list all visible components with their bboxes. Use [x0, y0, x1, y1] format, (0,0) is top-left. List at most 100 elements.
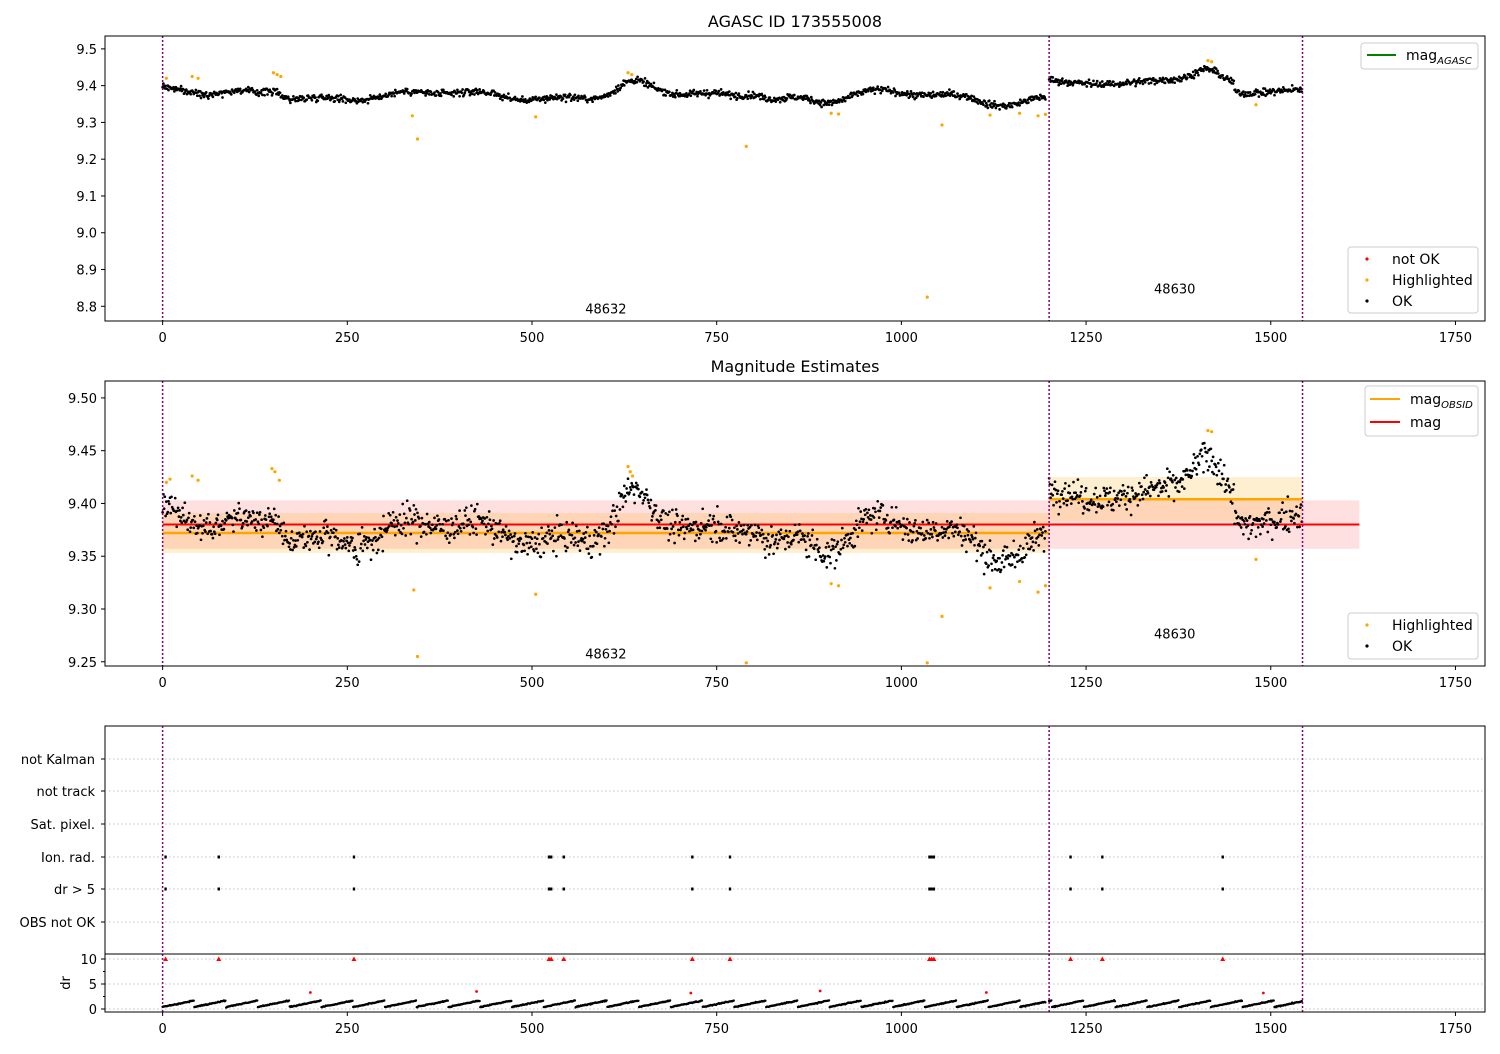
ok-point: [755, 531, 758, 534]
ok-point: [643, 496, 647, 500]
ok-point: [719, 88, 723, 91]
ok-point: [1263, 87, 1267, 90]
x-tick-label: 1500: [1254, 1022, 1287, 1037]
highlighted-point: [836, 584, 841, 588]
ok-point: [757, 94, 761, 98]
ok-point: [1138, 498, 1142, 502]
ok-point: [237, 501, 241, 505]
ok-point: [493, 91, 497, 94]
ok-point: [704, 525, 708, 529]
ok-point: [1166, 476, 1170, 480]
ok-point: [1048, 482, 1052, 486]
x-tick-label: 0: [158, 676, 166, 691]
ok-point: [990, 569, 994, 572]
dr-y-tick-label: 0: [89, 1003, 97, 1018]
ok-point: [734, 91, 738, 95]
ok-point: [305, 98, 309, 102]
ok-point: [784, 547, 787, 551]
ok-point: [993, 567, 997, 571]
ok-point: [486, 529, 490, 533]
ok-point: [866, 511, 869, 515]
dr-ylabel: dr: [59, 976, 74, 990]
ok-point: [736, 96, 739, 100]
ok-point: [345, 539, 348, 543]
ok-point: [1197, 73, 1200, 77]
flag-event: [1221, 855, 1224, 859]
ok-point: [258, 513, 261, 516]
ok-point: [1074, 491, 1078, 495]
ok-point: [592, 534, 596, 537]
ok-point: [878, 509, 882, 513]
ok-point: [572, 98, 576, 101]
ok-point: [741, 532, 744, 536]
ok-point: [348, 544, 351, 547]
ok-point: [453, 536, 456, 540]
ok-point: [990, 562, 993, 566]
ok-point: [945, 520, 949, 523]
ok-point: [371, 539, 374, 542]
ok-point: [648, 506, 652, 510]
ok-point: [761, 540, 764, 544]
dr-clipped-marker: [931, 956, 937, 961]
ok-point: [964, 538, 968, 541]
ok-point: [405, 499, 409, 503]
ok-point: [397, 528, 401, 532]
ok-point: [570, 533, 574, 537]
ok-point: [201, 531, 204, 535]
dr-point: [478, 999, 481, 1003]
ok-point: [515, 544, 518, 548]
ok-point: [306, 540, 309, 544]
ok-point: [314, 96, 317, 99]
ok-point: [1003, 545, 1007, 548]
ok-point: [878, 88, 882, 92]
ok-point: [543, 95, 546, 99]
ok-point: [473, 507, 477, 511]
ok-point: [772, 96, 776, 100]
ok-point: [1237, 89, 1241, 93]
ok-point: [978, 544, 982, 548]
ok-point: [475, 89, 479, 92]
ok-point: [1016, 553, 1020, 557]
ok-point: [1066, 499, 1069, 502]
ok-point: [202, 519, 206, 522]
ok-point: [1106, 83, 1110, 86]
ok-point: [391, 524, 394, 528]
ok-point: [688, 529, 691, 533]
ok-point: [525, 541, 529, 545]
highlighted-point: [415, 137, 420, 141]
y-tick-label: 9.5: [76, 43, 97, 58]
ok-point: [284, 529, 288, 533]
ok-point: [515, 550, 519, 554]
ok-point: [277, 531, 281, 535]
ok-point: [600, 535, 603, 538]
ok-point: [206, 532, 210, 536]
ok-point: [995, 559, 999, 563]
highlighted-point: [630, 474, 635, 478]
ok-point: [595, 542, 599, 546]
ok-point: [173, 496, 177, 500]
ok-point: [438, 522, 442, 526]
ok-point: [1103, 494, 1107, 497]
ok-point: [484, 532, 487, 536]
ok-point: [927, 91, 931, 95]
ok-point: [939, 90, 942, 94]
legend-ok-label-2: OK: [1392, 639, 1413, 655]
highlighted-point: [925, 295, 929, 299]
ok-point: [982, 572, 986, 576]
dr-clipped-marker: [548, 956, 554, 961]
ok-point: [1056, 78, 1060, 82]
ok-point: [784, 529, 788, 533]
ok-point: [1117, 83, 1120, 86]
ok-point: [974, 531, 978, 535]
dr-clipped-marker: [351, 956, 357, 961]
ok-point: [492, 537, 496, 540]
x-tick-label: 1750: [1439, 1022, 1472, 1037]
ok-point: [294, 99, 297, 103]
ok-point: [608, 94, 612, 97]
ok-point: [906, 533, 910, 536]
ok-point: [1060, 493, 1064, 497]
ok-point: [1091, 502, 1095, 506]
ok-point: [880, 85, 883, 89]
ok-point: [1299, 503, 1303, 506]
ok-point: [668, 90, 671, 94]
